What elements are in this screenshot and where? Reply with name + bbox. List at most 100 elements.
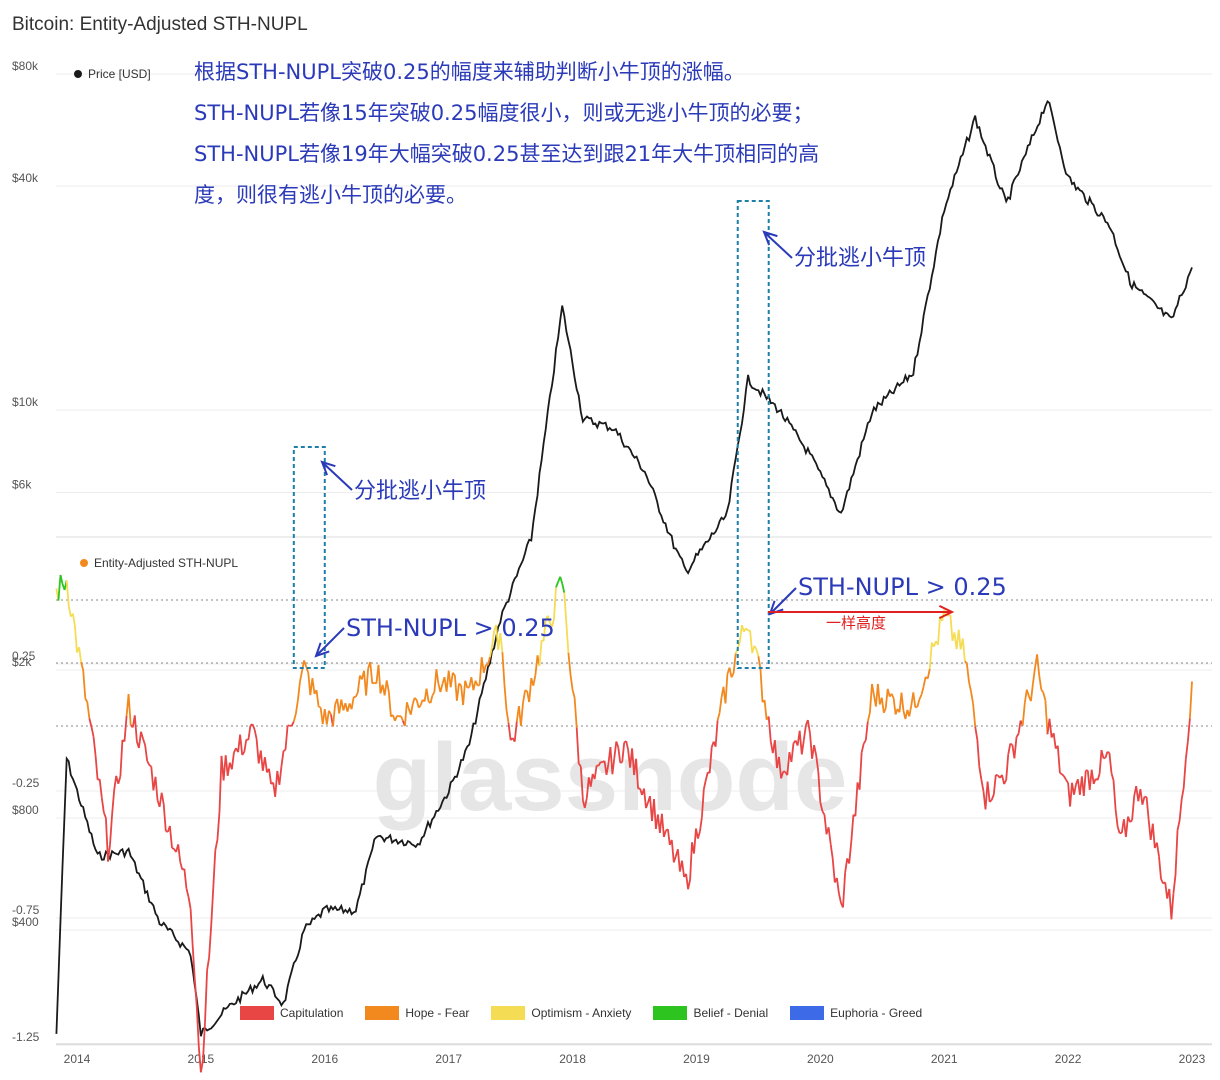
nupl-segment <box>200 1059 204 1073</box>
nupl-segment <box>966 663 970 683</box>
nupl-segment <box>86 701 91 719</box>
arrow-2015-nupl-head <box>314 642 330 658</box>
nupl-dot-icon <box>80 559 88 567</box>
nupl-segment <box>119 739 124 777</box>
nupl-segment <box>435 669 440 684</box>
nupl-segment <box>528 678 533 703</box>
nupl-segment <box>290 721 295 727</box>
nupl-segment <box>567 652 572 675</box>
nupl-segment <box>860 743 865 754</box>
nupl-segment <box>821 810 826 816</box>
nupl-segment <box>884 688 889 709</box>
callout-2015-nupl: STH-NUPL > 0.25 <box>346 614 555 642</box>
nupl-segment <box>667 829 671 846</box>
nupl-segment <box>72 613 76 627</box>
legend-item-belief-denial[interactable]: Belief - Denial <box>653 1006 768 1020</box>
x-tick-label: 2018 <box>559 1052 586 1066</box>
nupl-segment <box>842 872 846 908</box>
nupl-y-tick-label: 0.25 <box>12 649 36 663</box>
nupl-segment <box>59 574 64 585</box>
nupl-segment <box>922 676 927 687</box>
nupl-segment <box>189 908 194 945</box>
nupl-segment <box>597 761 602 767</box>
nupl-segment <box>1114 809 1119 828</box>
nupl-segment <box>105 817 109 862</box>
nupl-segment <box>1056 745 1061 773</box>
nupl-segment <box>505 709 510 723</box>
nupl-segment <box>299 670 303 682</box>
nupl-segment <box>464 680 469 689</box>
nupl-segment <box>974 726 979 740</box>
nupl-segment <box>714 720 719 747</box>
x-tick-label: 2016 <box>311 1052 338 1066</box>
nupl-segment <box>415 699 420 708</box>
nupl-segment <box>555 581 559 588</box>
nupl-segment <box>210 887 215 926</box>
legend-item-hope-fear[interactable]: Hope - Fear <box>365 1006 469 1020</box>
legend-item-optimism-anxiety[interactable]: Optimism - Anxiety <box>491 1006 631 1020</box>
nupl-segment <box>565 624 570 653</box>
nupl-segment <box>670 839 675 863</box>
nupl-segment <box>915 706 918 709</box>
legend-swatch <box>240 1006 274 1020</box>
nupl-segment <box>204 970 208 1023</box>
nupl-segment <box>487 656 491 666</box>
nupl-segment <box>569 674 574 691</box>
nupl-segment <box>1116 826 1121 834</box>
nupl-segment <box>138 731 142 749</box>
nupl-segment <box>561 583 566 593</box>
price-y-tick-label: $10k <box>12 395 39 409</box>
nupl-segment <box>212 850 217 888</box>
nupl-segment <box>704 771 709 781</box>
legend-item-capitulation[interactable]: Capitulation <box>240 1006 343 1020</box>
nupl-segment <box>350 696 355 710</box>
arrow-2015-price <box>321 461 353 491</box>
nupl-segment <box>1030 683 1034 702</box>
nupl-segment <box>499 633 504 653</box>
nupl-series-name: Entity-Adjusted STH-NUPL <box>94 556 239 570</box>
nupl-segment <box>491 630 495 648</box>
nupl-segment <box>193 978 198 1008</box>
nupl-segment <box>482 664 487 674</box>
nupl-segment <box>406 702 410 710</box>
nupl-segment <box>813 744 818 756</box>
nupl-segment <box>1090 769 1095 785</box>
nupl-segment <box>643 788 647 809</box>
legend-label: Euphoria - Greed <box>830 1006 923 1020</box>
nupl-segment <box>1007 743 1012 755</box>
nupl-segment <box>1139 788 1144 805</box>
nupl-segment <box>524 689 528 692</box>
nupl-segment <box>1059 772 1063 775</box>
nupl-segment <box>1048 718 1053 738</box>
nupl-segment <box>191 944 196 979</box>
nupl-segment <box>165 830 169 833</box>
nupl-segment <box>243 739 248 753</box>
nupl-segment <box>162 804 167 832</box>
nupl-segment <box>961 638 966 662</box>
nupl-segment <box>1145 796 1150 820</box>
nupl-segment <box>1156 842 1160 857</box>
nupl-segment <box>850 814 855 842</box>
nupl-segment <box>912 692 917 708</box>
nupl-segment <box>759 669 764 703</box>
nupl-segment <box>142 738 146 746</box>
nupl-segment <box>148 764 152 768</box>
nupl-segment <box>689 842 693 880</box>
nupl-segment <box>90 726 95 737</box>
nupl-segment <box>365 668 369 696</box>
legend-item-euphoria-greed[interactable]: Euphoria - Greed <box>790 1006 922 1020</box>
nupl-segment <box>1003 779 1008 785</box>
nupl-segment <box>1108 752 1113 774</box>
price-y-tick-label: $40k <box>12 171 39 185</box>
nupl-segment <box>1112 780 1117 810</box>
x-tick-label: 2021 <box>931 1052 958 1066</box>
nupl-segment <box>635 758 639 789</box>
nupl-segment <box>1036 654 1041 676</box>
nupl-segment <box>185 888 190 898</box>
nupl-segment <box>1073 784 1077 795</box>
nupl-segment <box>371 681 375 685</box>
nupl-segment <box>354 692 359 698</box>
nupl-segment <box>577 762 582 767</box>
nupl-segment <box>305 666 310 674</box>
highlight-box-2015 <box>292 446 326 669</box>
